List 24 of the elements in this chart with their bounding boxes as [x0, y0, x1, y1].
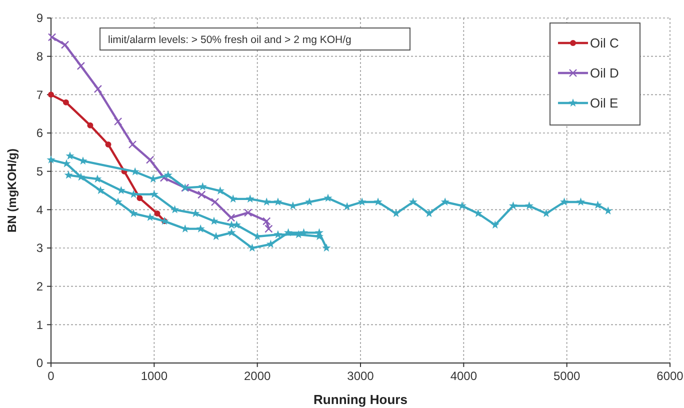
annotation: limit/alarm levels: > 50% fresh oil and > 2 mg KOH/g	[108, 34, 352, 46]
x-tick-label: 6000	[656, 369, 684, 383]
y-tick-label: 3	[36, 241, 44, 256]
note-box: limit/alarm levels: > 50% fresh oil and > 2 mg KOH/g	[100, 28, 410, 50]
y-tick-label: 7	[36, 88, 44, 102]
y-tick-label: 8	[36, 50, 44, 64]
y-tick-label: 4	[36, 202, 44, 217]
y-tick-label: 2	[36, 280, 44, 294]
x-tick-label: 3000	[347, 369, 374, 383]
y-tick-label: 9	[36, 11, 44, 26]
x-axis-title: Running Hours	[314, 392, 408, 407]
legend-label: Oil E	[590, 96, 618, 111]
y-axis-title: BN (mgKOH/g)	[5, 148, 19, 232]
y-tick-label: 6	[36, 126, 44, 140]
legend-label: Oil D	[590, 66, 619, 81]
legend-label: Oil C	[590, 36, 619, 51]
x-tick-label: 2000	[244, 369, 272, 383]
y-tick-label: 5	[36, 164, 44, 179]
x-tick-label: 0	[48, 369, 55, 383]
x-tick-label: 4000	[450, 369, 478, 383]
y-tick-label: 0	[36, 356, 44, 370]
y-tick-label: 1	[36, 318, 44, 332]
x-tick-label: 1000	[140, 369, 168, 383]
x-tick-label: 5000	[553, 369, 581, 383]
